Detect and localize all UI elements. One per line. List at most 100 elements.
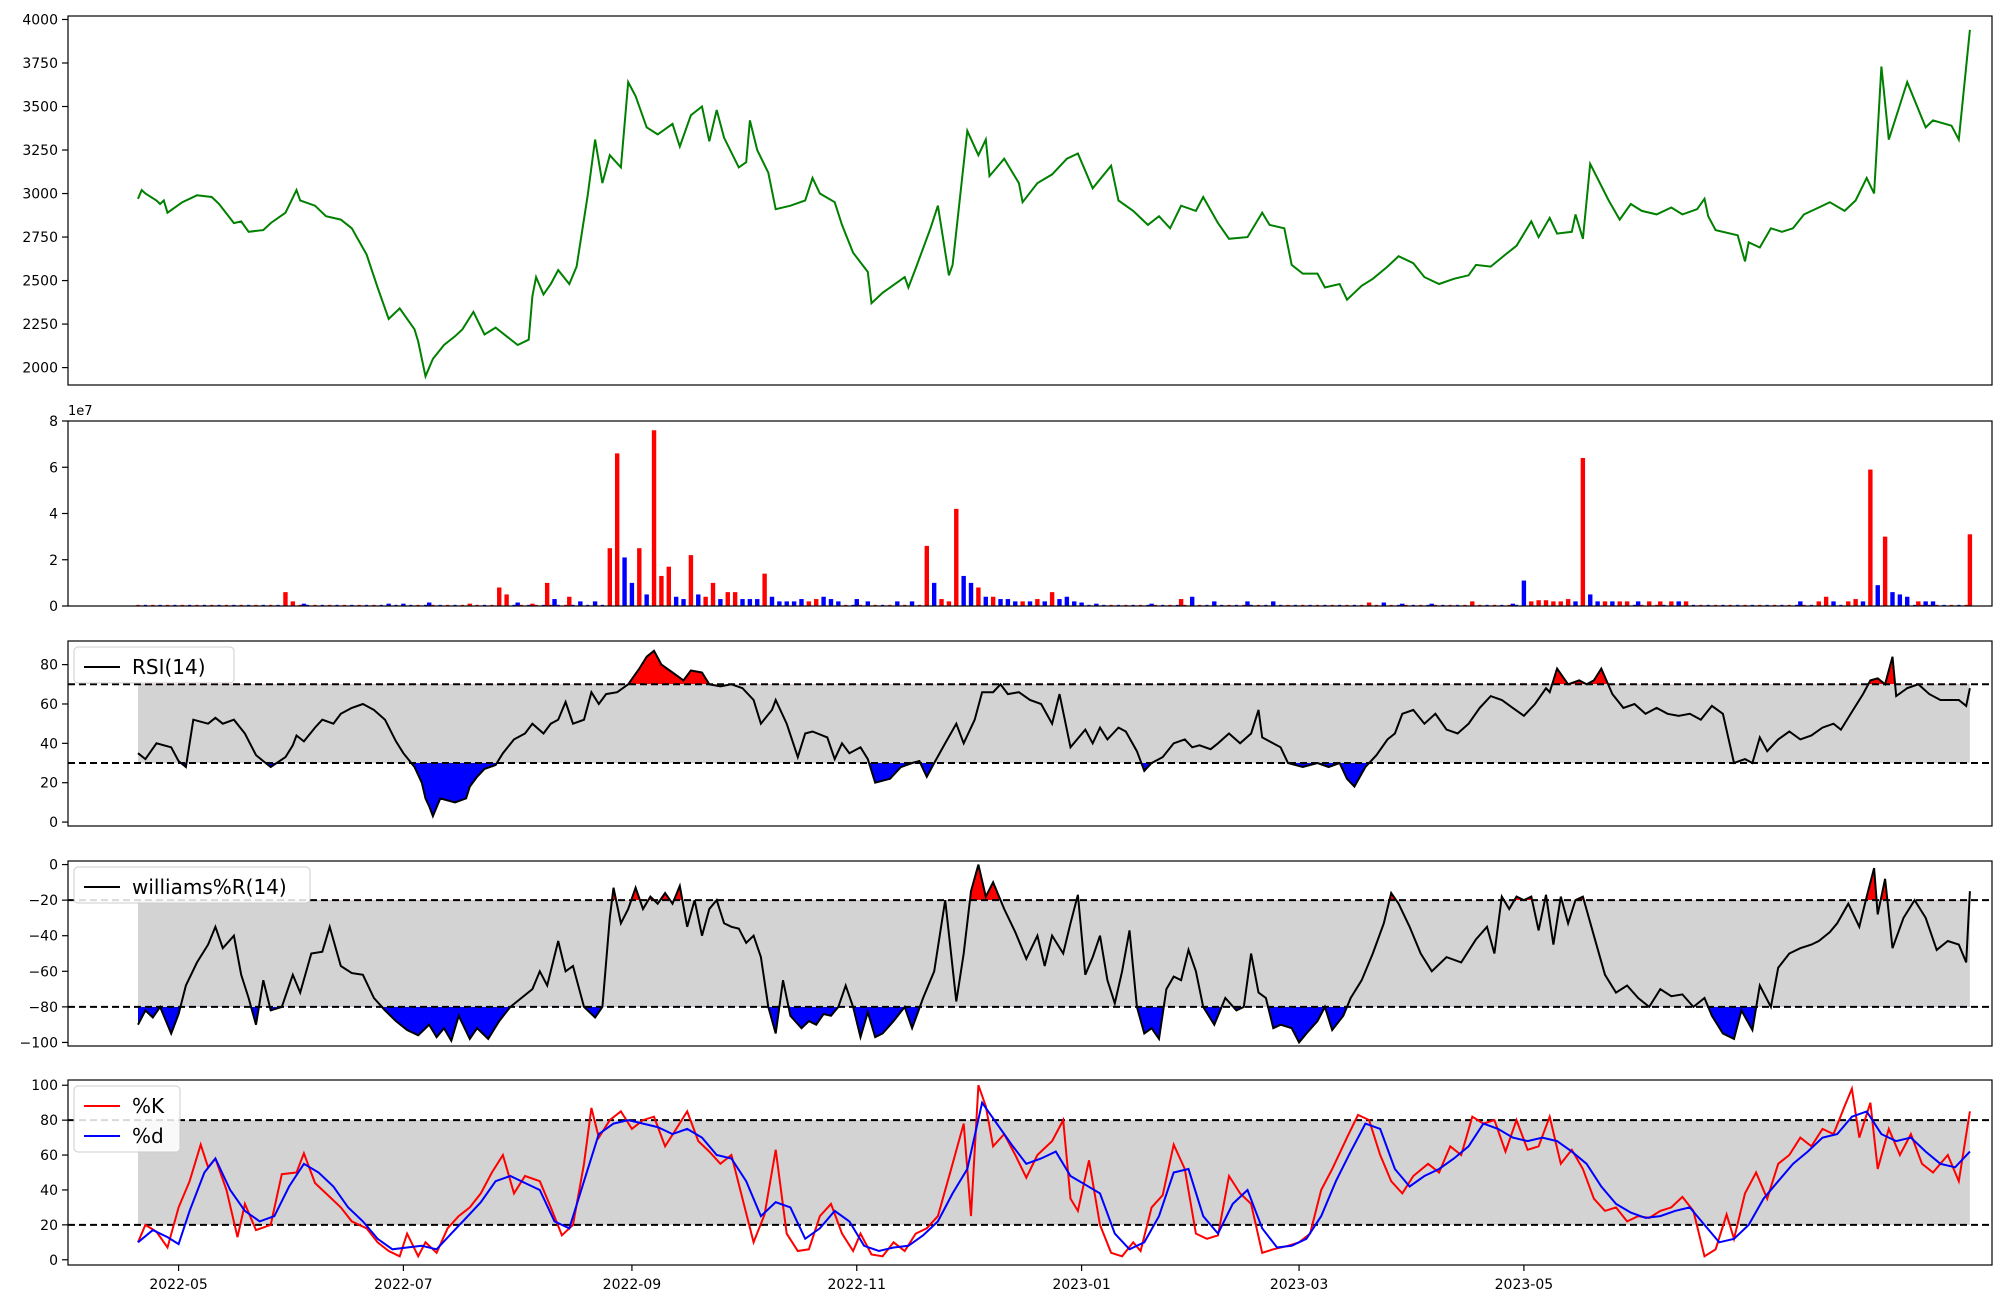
volume-bar — [1897, 594, 1903, 606]
williams-ytick-label: 0 — [49, 858, 58, 874]
rsi-ytick-label: 20 — [40, 776, 58, 792]
volume-bar — [673, 596, 679, 606]
volume-bar — [806, 601, 812, 606]
stochastic-ytick-label: 40 — [40, 1183, 58, 1199]
volume-bar — [401, 603, 406, 606]
volume-bar — [1536, 600, 1541, 606]
stochastic-ytick-label: 100 — [31, 1078, 58, 1094]
volume-bar — [1683, 601, 1689, 606]
volume-bar — [747, 599, 753, 606]
volume-bar — [998, 599, 1003, 606]
volume-bar — [1658, 601, 1663, 606]
volume-panel: 0 2 4 6 8 1e7 — [49, 404, 1993, 615]
volume-bar — [567, 596, 572, 606]
price-ytick-label: 3000 — [22, 187, 58, 203]
volume-bar — [681, 599, 686, 606]
williams-ytick-label: −80 — [28, 1000, 58, 1016]
volume-bar — [1005, 599, 1011, 606]
price-series-line — [137, 29, 1971, 380]
volume-bar — [552, 599, 557, 606]
rsi-legend: RSI(14) — [73, 646, 235, 684]
volume-bar — [1079, 602, 1084, 606]
volume-bar — [1610, 601, 1615, 606]
volume-bar — [784, 601, 789, 606]
volume-bar — [1013, 601, 1018, 606]
williams-series-line-0 — [137, 864, 1971, 1045]
stochastic-ytick-label: 20 — [40, 1218, 58, 1234]
volume-bar — [607, 548, 613, 606]
rsi-ytick-label: 80 — [40, 658, 58, 674]
volume-bar — [1510, 603, 1516, 606]
rsi-neutral-band — [138, 684, 1970, 764]
price-ytick-label: 2250 — [22, 317, 58, 333]
xtick-label: 2023-01 — [1052, 1277, 1111, 1293]
volume-bar — [854, 599, 859, 606]
volume-bar — [924, 545, 929, 606]
volume-bar — [931, 582, 937, 606]
volume-bar — [710, 582, 716, 606]
volume-ytick-label: 8 — [49, 414, 58, 430]
volume-bar — [629, 582, 635, 606]
volume-bar — [1669, 601, 1674, 606]
volume-bar — [1551, 601, 1556, 606]
volume-bar — [983, 596, 988, 606]
volume-bar — [1617, 601, 1622, 606]
volume-bar — [1573, 601, 1578, 606]
volume-bar — [762, 573, 767, 606]
volume-bar — [1094, 603, 1099, 606]
volume-bar — [718, 599, 723, 606]
volume-bar — [939, 599, 944, 606]
volume-bar — [836, 601, 841, 606]
volume-bar — [467, 603, 472, 606]
xtick-label: 2023-05 — [1495, 1277, 1554, 1293]
volume-bar — [651, 430, 657, 606]
volume-bar — [1868, 469, 1873, 606]
volume-bar — [1905, 596, 1910, 606]
volume-bar — [909, 601, 915, 606]
stochastic-legend-label: %d — [132, 1124, 164, 1148]
stochastic-ytick-label: 80 — [40, 1113, 58, 1129]
volume-bar — [1831, 601, 1836, 606]
volume-bar — [732, 592, 738, 606]
volume-bar — [1020, 601, 1025, 606]
volume-bar — [301, 603, 307, 606]
volume-bar — [1400, 603, 1405, 606]
volume-bar — [1882, 536, 1888, 606]
volume-bar — [1676, 601, 1681, 606]
volume-bar — [497, 587, 502, 606]
volume-bar — [688, 555, 694, 606]
volume-bar — [777, 601, 782, 606]
williams-ytick-label: −40 — [28, 929, 58, 945]
rsi-ytick-label: 40 — [40, 736, 58, 752]
volume-bar — [1588, 594, 1593, 606]
williams-r-panel: −100 −80 −60 −40 −20 0 williams%R(14) — [20, 858, 1993, 1051]
volume-bar — [1543, 600, 1549, 606]
volume-bar — [821, 596, 826, 606]
price-ytick-label: 2750 — [22, 230, 58, 246]
volume-bar — [1178, 599, 1184, 606]
price-ytick-label: 2500 — [22, 274, 58, 290]
volume-bar — [614, 453, 620, 606]
volume-bar — [1049, 592, 1055, 606]
volume-ytick-label: 2 — [49, 553, 58, 569]
volume-bar — [1245, 601, 1250, 606]
volume-bar — [592, 601, 598, 606]
volume-bar — [696, 594, 701, 606]
volume-bar — [1470, 601, 1475, 606]
rsi-panel: 0 20 40 60 80 RSI(14) — [40, 640, 1993, 831]
volume-bar — [1366, 602, 1372, 606]
volume-bar — [990, 596, 996, 606]
volume-ytick-label: 0 — [49, 599, 58, 615]
volume-bar — [1027, 601, 1033, 606]
volume-bar — [1890, 592, 1895, 606]
volume-bar — [755, 599, 760, 606]
volume-bar — [1647, 601, 1652, 606]
price-axes-frame — [67, 15, 1993, 386]
volume-bar — [1923, 601, 1928, 606]
stochastic-series-line-1 — [137, 1100, 1971, 1253]
volume-bar — [1064, 596, 1070, 606]
williams-ytick-label: −60 — [28, 964, 58, 980]
volume-bar — [1635, 601, 1641, 606]
price-ytick-label: 3250 — [22, 143, 58, 159]
price-ytick-label: 4000 — [22, 12, 58, 28]
